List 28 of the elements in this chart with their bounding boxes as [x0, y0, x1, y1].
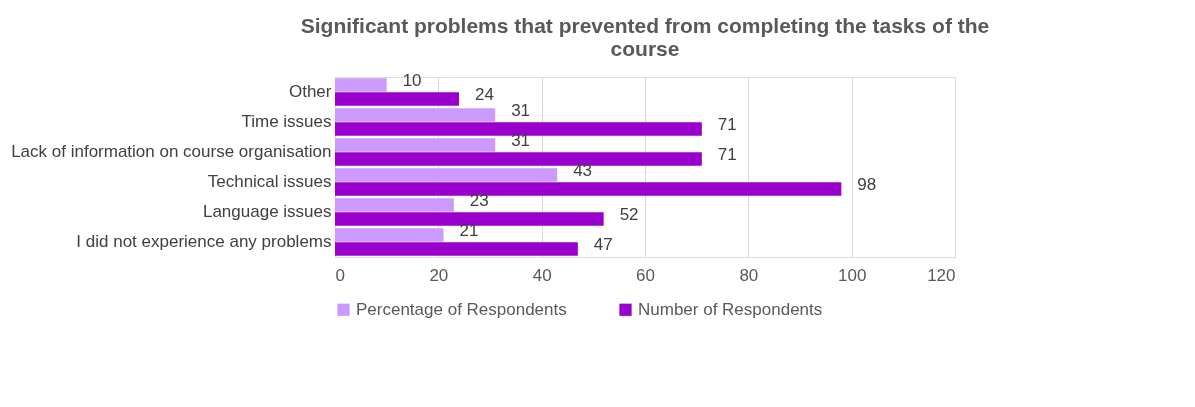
y-tick-label: I did not experience any problems — [76, 232, 332, 251]
chart-title: Significant problems that prevented from completing the tasks of the course — [300, 13, 990, 60]
legend-label: Number of Respondents — [638, 299, 823, 319]
y-tick-label: Time issues — [241, 112, 332, 131]
y-tick-label: Other — [288, 82, 332, 101]
y-tick-label: Lack of information on course organisation — [11, 142, 332, 161]
y-tick-label: Language issues — [202, 202, 332, 221]
x-tick-label: 120 — [927, 265, 956, 285]
data-label: 24 — [475, 85, 494, 105]
data-label: 23 — [469, 190, 489, 210]
data-label: 21 — [459, 220, 479, 240]
data-label: 10 — [402, 70, 422, 90]
data-label: 31 — [511, 130, 531, 150]
x-tick-label: 80 — [739, 265, 759, 285]
x-tick-label: 0 — [335, 265, 345, 285]
y-tick-label: Technical issues — [207, 172, 332, 191]
x-tick-label: 40 — [532, 265, 552, 285]
legend-label: Percentage of Respondents — [356, 299, 567, 319]
data-label: 31 — [511, 100, 531, 120]
data-label: 47 — [593, 235, 613, 255]
data-label: 71 — [717, 115, 737, 135]
x-tick-label: 100 — [837, 265, 867, 285]
x-tick-label: 60 — [636, 265, 655, 285]
data-label: 98 — [857, 175, 877, 195]
data-label: 43 — [573, 160, 593, 180]
data-label: 52 — [619, 205, 639, 225]
x-tick-label: 20 — [429, 265, 449, 285]
data-label: 71 — [717, 145, 737, 165]
